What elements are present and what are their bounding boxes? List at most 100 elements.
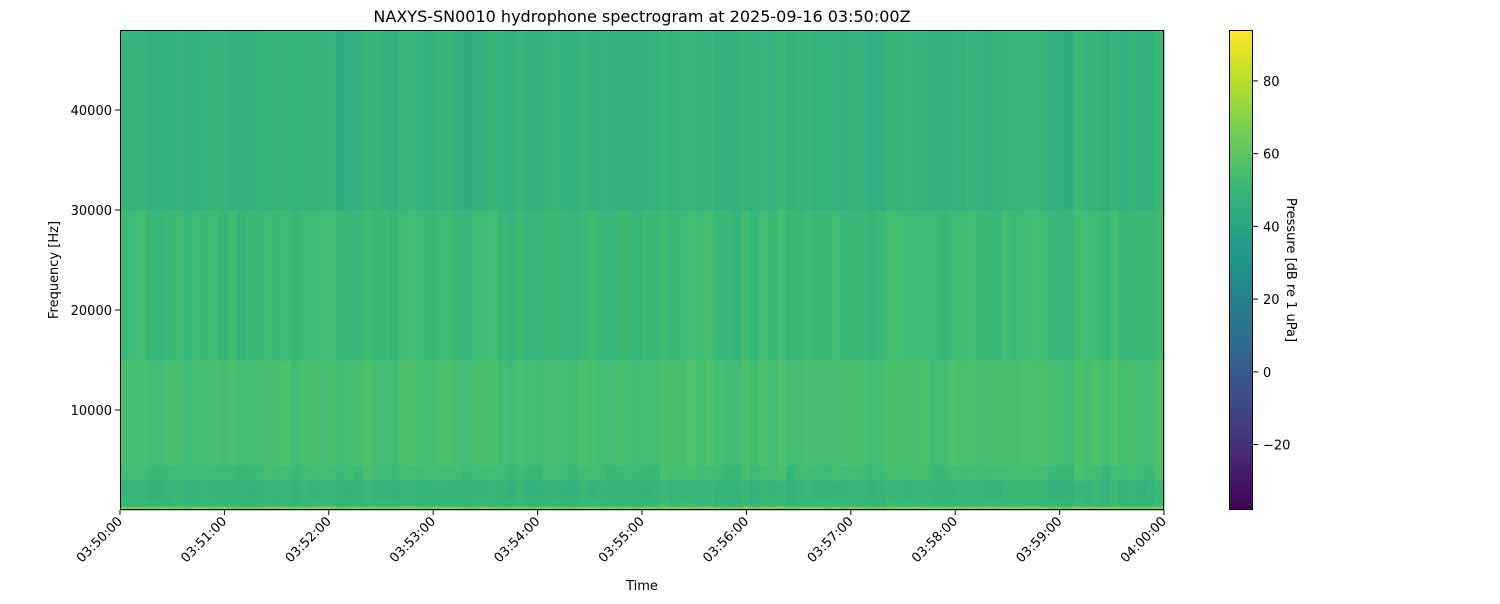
heatmap-cell: [1146, 498, 1156, 507]
heatmap-cell: [660, 30, 670, 211]
heatmap-cell: [1074, 498, 1084, 507]
heatmap-cell: [1056, 465, 1066, 481]
heatmap-cell: [552, 465, 562, 481]
heatmap-cell: [957, 498, 967, 507]
heatmap-cell: [255, 465, 265, 481]
heatmap-cell: [813, 30, 823, 211]
heatmap-cell: [462, 480, 472, 499]
heatmap-cell: [201, 465, 211, 481]
heatmap-cell: [336, 498, 346, 507]
heatmap-cell: [858, 210, 868, 361]
heatmap-cell: [390, 506, 400, 511]
heatmap-cell: [264, 480, 274, 499]
heatmap-cell: [363, 465, 373, 481]
heatmap-cell: [669, 465, 679, 481]
heatmap-cell: [993, 498, 1003, 507]
heatmap-cell: [444, 506, 454, 511]
heatmap-cell: [453, 465, 463, 481]
heatmap-cell: [957, 30, 967, 211]
heatmap-cell: [165, 210, 175, 361]
heatmap-cell: [426, 465, 436, 481]
heatmap-cell: [309, 506, 319, 511]
heatmap-cell: [525, 210, 535, 361]
heatmap-cell: [894, 498, 904, 507]
heatmap-cell: [759, 30, 769, 211]
heatmap-cell: [1119, 480, 1129, 499]
heatmap-cell: [1110, 506, 1120, 511]
heatmap-cell: [453, 210, 463, 361]
heatmap-cell: [1002, 498, 1012, 507]
heatmap-cell: [579, 210, 589, 361]
heatmap-cell: [615, 506, 625, 511]
heatmap-cell: [471, 506, 481, 511]
heatmap-cell: [300, 465, 310, 481]
heatmap-cell: [912, 480, 922, 499]
heatmap-cell: [1110, 360, 1120, 466]
heatmap-cell: [147, 465, 157, 481]
chart-title: NAXYS-SN0010 hydrophone spectrogram at 2…: [373, 7, 910, 26]
heatmap-cell: [1128, 465, 1138, 481]
heatmap-cell: [264, 210, 274, 361]
heatmap-cell: [219, 210, 229, 361]
heatmap-cell: [1092, 506, 1102, 511]
heatmap-cell: [183, 30, 193, 211]
heatmap-cell: [633, 465, 643, 481]
heatmap-cell: [219, 465, 229, 481]
heatmap-cell: [246, 480, 256, 499]
heatmap-cell: [696, 480, 706, 499]
heatmap-cell: [1020, 480, 1030, 499]
heatmap-cell: [858, 506, 868, 511]
colorbar-tick-label: 60: [1263, 148, 1280, 163]
heatmap-cell: [480, 498, 490, 507]
heatmap-cell: [1119, 210, 1129, 361]
heatmap-cell: [1074, 30, 1084, 211]
heatmap-cell: [696, 506, 706, 511]
heatmap-cell: [786, 480, 796, 499]
heatmap-cell: [822, 360, 832, 466]
heatmap-cell: [435, 480, 445, 499]
heatmap-cell: [264, 360, 274, 466]
heatmap-cell: [867, 30, 877, 211]
heatmap-cell: [228, 210, 238, 361]
heatmap-cell: [372, 210, 382, 361]
heatmap-cell: [516, 360, 526, 466]
heatmap-cell: [381, 30, 391, 211]
heatmap-cell: [498, 498, 508, 507]
heatmap-cell: [327, 498, 337, 507]
heatmap-cell: [165, 360, 175, 466]
heatmap-cell: [1056, 360, 1066, 466]
heatmap-cell: [1011, 360, 1021, 466]
heatmap-cell: [903, 480, 913, 499]
heatmap-cell: [543, 465, 553, 481]
heatmap-cell: [795, 498, 805, 507]
heatmap-cell: [876, 30, 886, 211]
heatmap-cell: [849, 360, 859, 466]
heatmap-cell: [1020, 360, 1030, 466]
heatmap-cell: [1092, 30, 1102, 211]
heatmap-cell: [156, 480, 166, 499]
heatmap-cell: [876, 465, 886, 481]
heatmap-cell: [1029, 506, 1039, 511]
heatmap-cell: [669, 480, 679, 499]
heatmap-cell: [606, 210, 616, 361]
heatmap-cell: [984, 465, 994, 481]
heatmap-cell: [642, 498, 652, 507]
heatmap-cell: [309, 210, 319, 361]
heatmap-cell: [669, 498, 679, 507]
heatmap-cell: [471, 465, 481, 481]
heatmap-cell: [129, 360, 139, 466]
heatmap-cell: [318, 210, 328, 361]
heatmap-cell: [948, 506, 958, 511]
heatmap-cell: [678, 465, 688, 481]
heatmap-cell: [345, 465, 355, 481]
heatmap-cell: [309, 360, 319, 466]
heatmap-cell: [309, 465, 319, 481]
heatmap-cell: [633, 360, 643, 466]
heatmap-cell: [489, 498, 499, 507]
heatmap-cell: [660, 498, 670, 507]
heatmap-cell: [210, 465, 220, 481]
heatmap-cell: [1002, 210, 1012, 361]
heatmap-cell: [1056, 30, 1066, 211]
heatmap-cell: [471, 480, 481, 499]
heatmap-cell: [417, 465, 427, 481]
